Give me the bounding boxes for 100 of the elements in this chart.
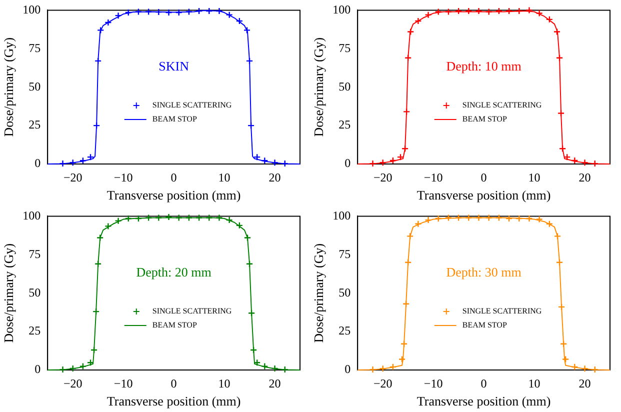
point	[571, 156, 578, 164]
point	[444, 8, 452, 16]
point	[485, 8, 492, 16]
x-tick-label: −20	[373, 376, 392, 390]
point	[247, 122, 255, 130]
point	[248, 309, 256, 317]
point	[485, 214, 492, 222]
point	[90, 346, 98, 354]
y-tick-label: 50	[338, 285, 351, 300]
point	[475, 214, 482, 222]
point	[406, 232, 414, 240]
x-tick-label: 10	[218, 376, 230, 390]
point	[369, 366, 376, 374]
point	[379, 365, 386, 372]
point	[86, 153, 94, 161]
point	[402, 108, 410, 116]
point	[505, 7, 513, 15]
annotation: Depth: 20 mm	[136, 264, 212, 280]
point	[557, 110, 565, 117]
point	[134, 8, 142, 16]
point	[246, 57, 254, 65]
annotation: Depth: 30 mm	[446, 264, 522, 280]
point	[379, 159, 386, 166]
point	[536, 10, 543, 17]
y-tick-label: 0	[344, 362, 351, 376]
point	[175, 8, 182, 16]
point	[271, 364, 278, 372]
point	[226, 216, 233, 224]
point	[79, 157, 87, 164]
point	[94, 57, 102, 65]
point	[155, 8, 162, 16]
point	[465, 214, 472, 222]
point	[434, 8, 442, 16]
point	[216, 214, 223, 222]
y-tick-label: 50	[28, 285, 41, 300]
x-tick-label: −20	[63, 170, 82, 184]
x-tick-label: −10	[424, 376, 443, 390]
point	[261, 362, 268, 370]
y-axis-title: Dose/primary (Gy)	[1, 37, 16, 137]
point	[434, 214, 442, 222]
point	[59, 160, 66, 168]
point	[495, 214, 503, 222]
legend-label: SINGLE SCATTERING	[462, 100, 542, 110]
point	[271, 159, 278, 166]
point	[389, 363, 397, 371]
point	[195, 7, 203, 15]
y-tick-label: 50	[338, 79, 351, 94]
y-tick-label: 75	[338, 40, 351, 55]
legend-label: SINGLE SCATTERING	[152, 100, 232, 110]
point	[94, 260, 102, 268]
point	[591, 160, 598, 168]
point	[558, 145, 566, 152]
point	[246, 260, 254, 268]
point	[571, 363, 578, 371]
point	[261, 157, 268, 164]
y-tick-label: 0	[344, 156, 351, 170]
annotation: Depth: 10 mm	[446, 58, 522, 74]
point	[114, 217, 122, 224]
point	[244, 234, 252, 242]
point	[400, 340, 408, 348]
point	[195, 214, 203, 222]
point	[79, 362, 87, 370]
point	[69, 364, 76, 372]
point	[536, 216, 543, 223]
point	[465, 7, 472, 15]
y-tick-label: 75	[28, 40, 41, 55]
point	[389, 156, 397, 164]
point	[124, 214, 132, 222]
point	[591, 366, 598, 374]
point	[414, 220, 422, 228]
point	[185, 8, 193, 16]
point	[407, 28, 414, 36]
point	[206, 214, 213, 222]
point	[226, 11, 233, 18]
x-tick-label: −10	[114, 376, 133, 390]
x-tick-label: −10	[114, 170, 133, 184]
point	[114, 12, 122, 20]
point	[546, 220, 554, 228]
point	[516, 214, 523, 222]
point	[556, 258, 564, 266]
point	[175, 214, 182, 222]
point	[454, 7, 462, 15]
y-tick-label: 100	[22, 208, 41, 222]
point	[96, 234, 104, 242]
point	[562, 356, 570, 363]
point	[404, 54, 412, 62]
legend-label: BEAM STOP	[462, 320, 508, 330]
point	[398, 356, 406, 363]
point	[104, 222, 112, 230]
legend-label: SINGLE SCATTERING	[462, 306, 542, 316]
x-tick-label: −10	[424, 170, 443, 184]
legend-label: BEAM STOP	[152, 320, 198, 330]
point	[505, 214, 513, 222]
point	[155, 214, 162, 222]
y-tick-label: 100	[22, 2, 41, 16]
point	[206, 7, 213, 15]
y-tick-label: 25	[338, 324, 351, 338]
point	[243, 26, 251, 34]
point	[134, 214, 142, 222]
point	[253, 153, 261, 161]
